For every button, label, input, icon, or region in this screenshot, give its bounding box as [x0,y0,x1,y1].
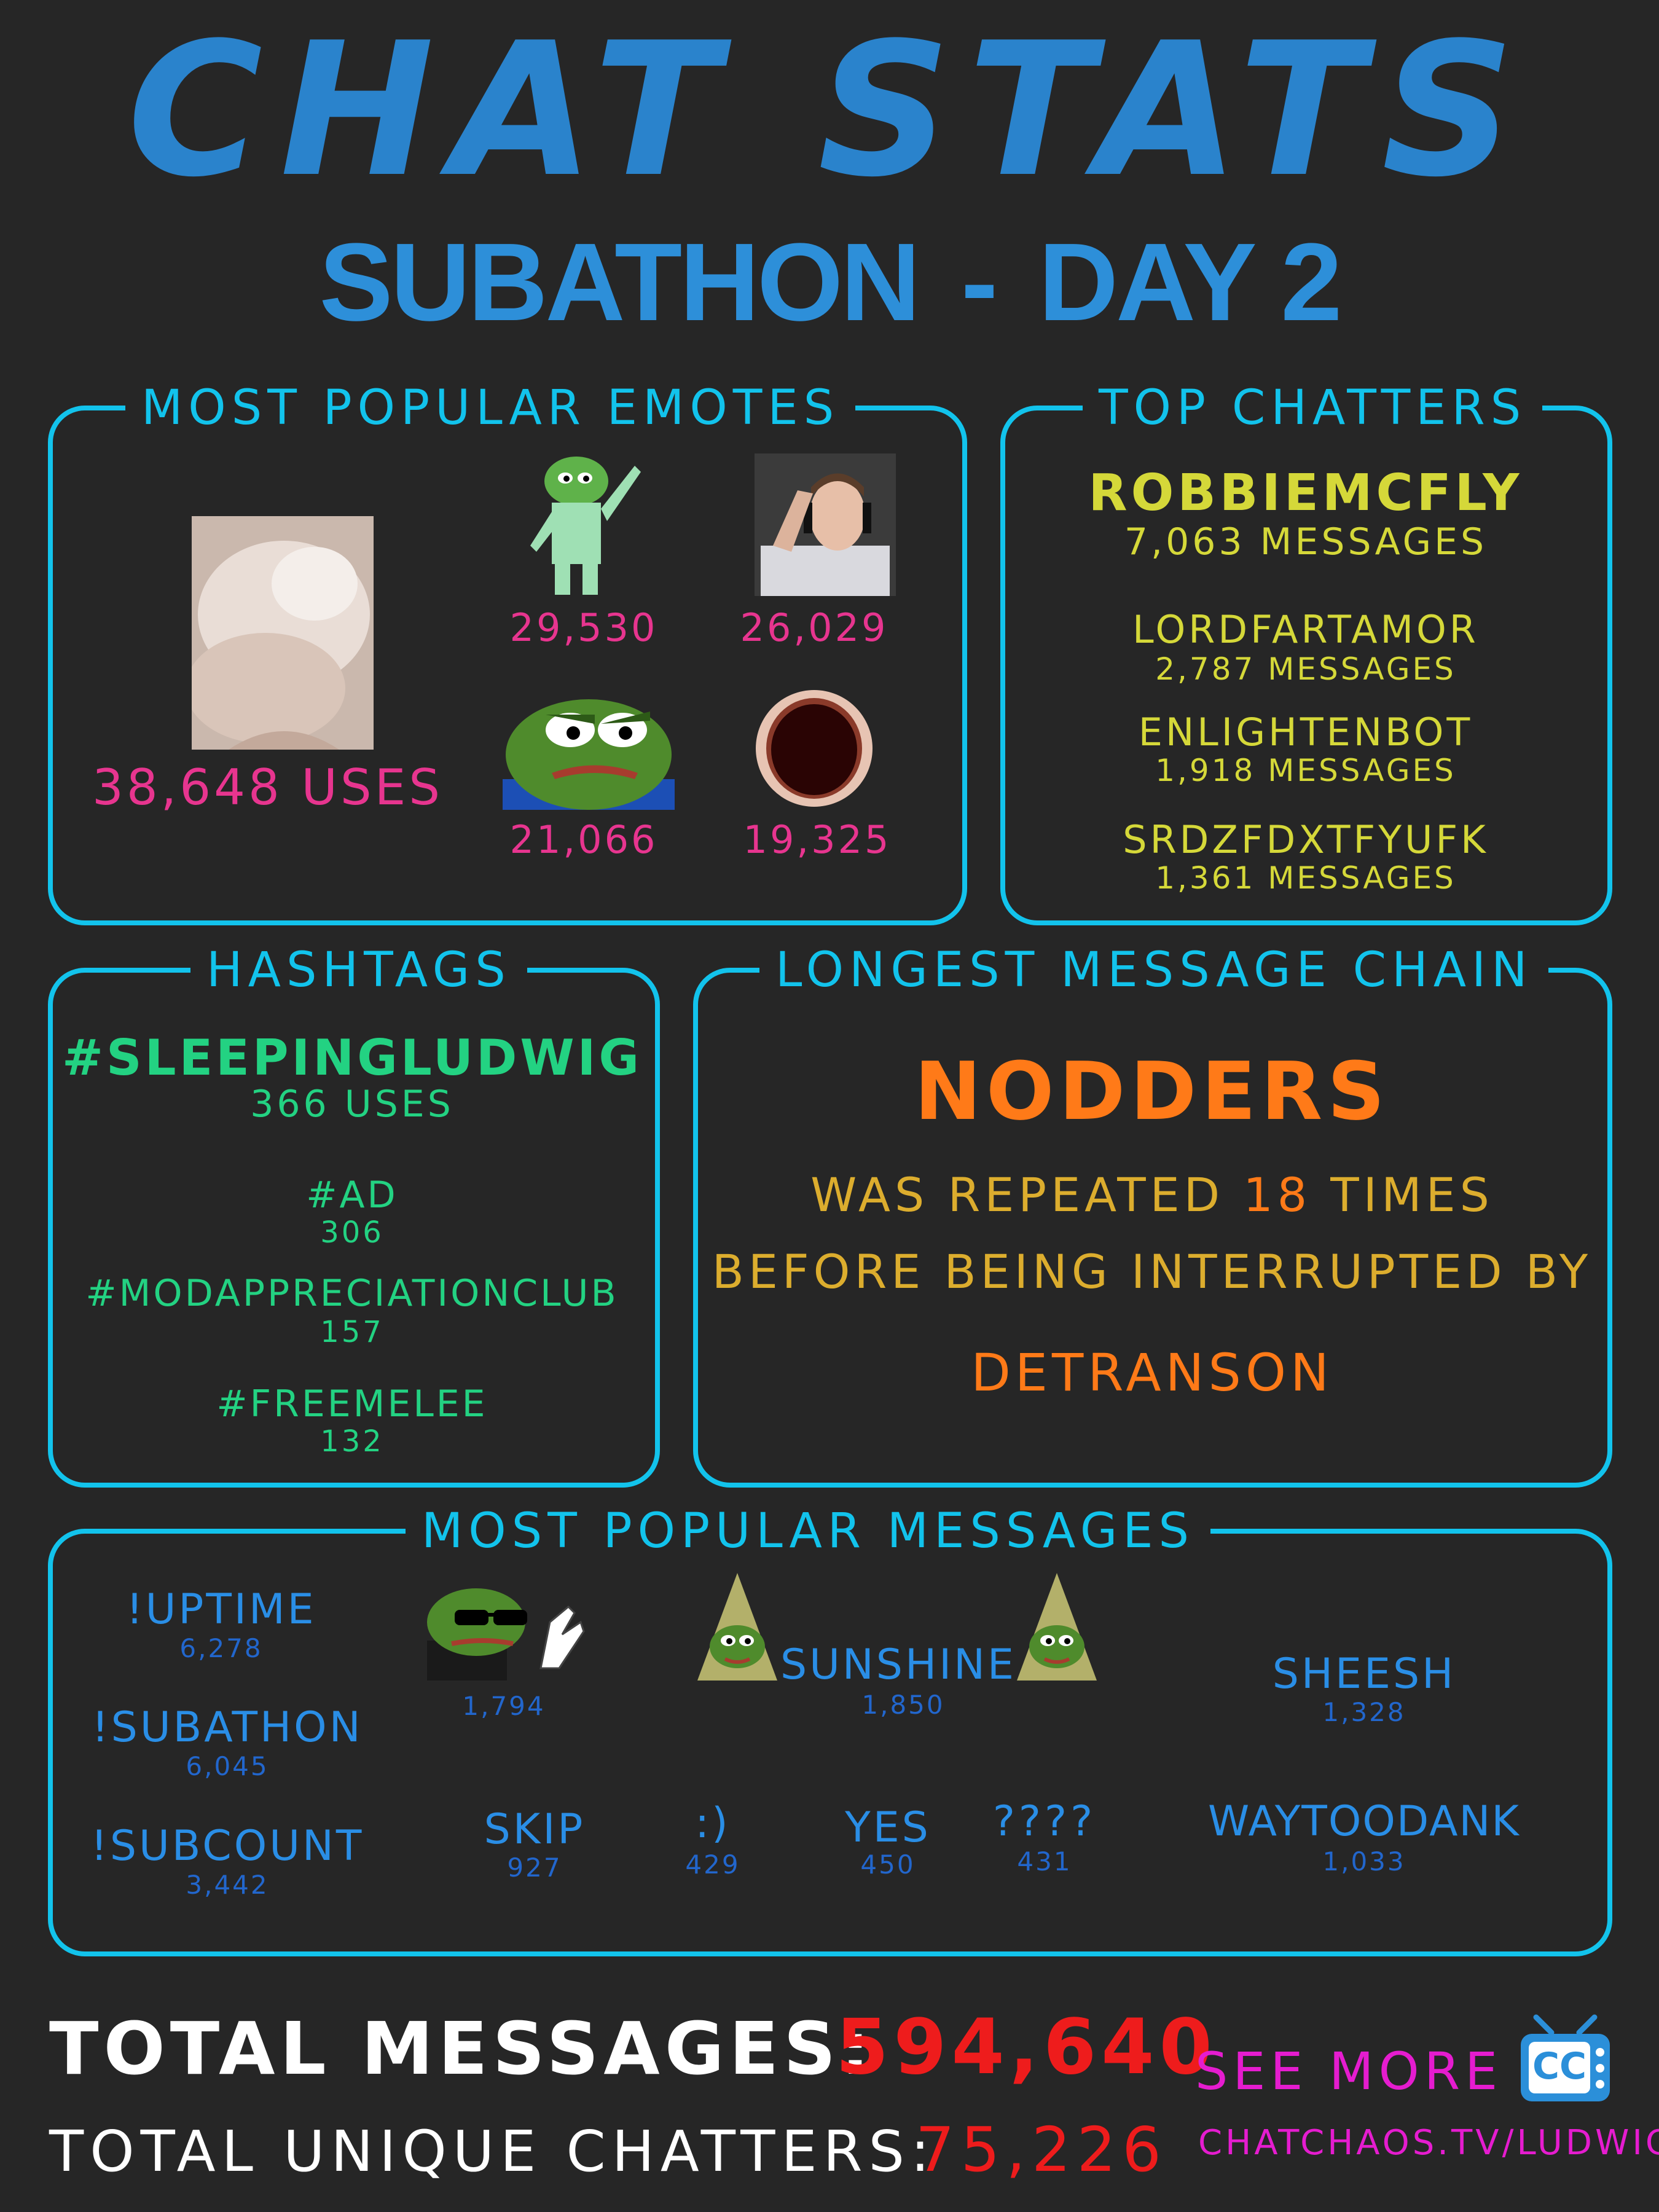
message-uptime-count: 6,278 [179,1633,263,1663]
message-yes-count: 450 [860,1849,916,1880]
chain-title: LONGEST MESSAGE CHAIN [759,946,1549,994]
hashtag-2-count: 306 [320,1215,384,1250]
logo-text: CC [1532,2045,1587,2088]
message-waytoodank: WAYTOODANK [1207,1797,1521,1846]
hashtag-4: #FREEMELEE [216,1382,488,1426]
chain-line1-post: TIMES [1330,1167,1494,1222]
chatter-2-count: 2,787 MESSAGES [1155,651,1456,687]
message-yes: YES [845,1803,931,1852]
hashtag-2: #AD [306,1174,398,1217]
chain-line-1: WAS REPEATED 18 TIMES [700,1167,1604,1222]
subtitle-left: SUBATHON [319,221,921,344]
chatter-1-count: 7,063 MESSAGES [1124,520,1488,563]
chain-message: NODDERS [914,1045,1390,1138]
chatter-3-name: ENLIGHTENBOT [1138,710,1473,755]
screaming-mouth-emote-icon [756,690,873,807]
hashtags-title: HASHTAGS [190,946,527,994]
chatter-4-name: SRDZFDXTFYUFK [1123,817,1489,862]
cat-emote-icon [192,516,374,750]
hashtag-3-count: 157 [320,1315,384,1349]
message-waytoodank-count: 1,033 [1322,1846,1406,1877]
message-subathon-count: 6,045 [186,1751,269,1781]
pepe-mad-emote-icon [503,699,675,810]
salute-emote-icon [755,453,896,596]
emote-count-3: 21,066 [509,817,658,862]
subtitle-dash: - [961,221,998,344]
message-smile: :) [695,1799,731,1848]
message-question: ???? [992,1797,1097,1846]
tv-icon [1521,2014,1610,2101]
message-sheesh: SHEESH [1272,1650,1456,1698]
unique-chatters-value: 75,226 [916,2114,1167,2186]
top-emote-uses: 38,648 USES [92,759,444,816]
message-subcount: !SUBCOUNT [90,1822,364,1870]
emote-count-1: 29,530 [509,605,658,650]
message-sheesh-count: 1,328 [1322,1697,1406,1727]
subtitle-day: DAY 2 [1038,221,1342,344]
message-uptime: !UPTIME [126,1585,316,1634]
chain-repeat-count: 18 [1243,1167,1312,1222]
page-title: CHAT STATS [127,3,1532,218]
gnome-pepe-right-icon [1017,1573,1097,1681]
chatter-3-count: 1,918 MESSAGES [1155,753,1456,788]
unique-chatters-label: TOTAL UNIQUE CHATTERS: [49,2119,936,2184]
message-smile-count: 429 [685,1849,740,1880]
chatter-4-count: 1,361 MESSAGES [1155,860,1456,896]
chain-interrupter: DETRANSON [971,1343,1333,1403]
messages-title: MOST POPULAR MESSAGES [406,1507,1211,1555]
emote-count-4: 19,325 [743,817,892,862]
message-question-count: 431 [1017,1846,1072,1877]
chatchaos-tv-logo-icon[interactable]: CC [1518,2014,1613,2106]
emotes-panel-title: MOST POPULAR EMOTES [125,384,856,432]
message-sunshine-count: 1,850 [861,1690,945,1720]
total-messages-label: TOTAL MESSAGES: [49,2006,875,2091]
message-subathon: !SUBATHON [92,1703,363,1752]
message-sunshine: SUNSHINE [780,1641,1016,1689]
chatter-1-name: ROBBIEMCFLY [1088,464,1523,522]
hashtag-3: #MODAPPRECIATIONCLUB [85,1272,619,1315]
gnome-pepe-left-icon [697,1573,777,1681]
message-subcount-count: 3,442 [186,1870,269,1900]
top-chatters-title: TOP CHATTERS [1083,384,1543,432]
chatter-2-name: LORDFARTAMOR [1132,607,1479,652]
message-skip-count: 927 [507,1853,562,1883]
page-subtitle: SUBATHON - DAY 2 [0,227,1659,338]
hashtag-1: #SLEEPINGLUDWIG [61,1029,643,1086]
message-skip: SKIP [484,1805,586,1854]
see-more-text: SEE MORE [1195,2041,1503,2101]
pepe-clap-emote-icon [427,1588,585,1681]
hashtag-1-count: 366 USES [250,1083,454,1126]
total-messages-value: 594,640 [836,2003,1217,2092]
chatchaos-link[interactable]: CHATCHAOS.TV/LUDWIG [1198,2123,1659,2163]
chain-line1-pre: WAS REPEATED [810,1167,1225,1222]
chain-line-2: BEFORE BEING INTERRUPTED BY [712,1244,1593,1299]
message-clap-count: 1,794 [462,1691,546,1721]
hashtag-4-count: 132 [320,1424,384,1459]
pepe-dance-emote-icon [530,457,641,595]
emote-count-2: 26,029 [740,605,888,650]
